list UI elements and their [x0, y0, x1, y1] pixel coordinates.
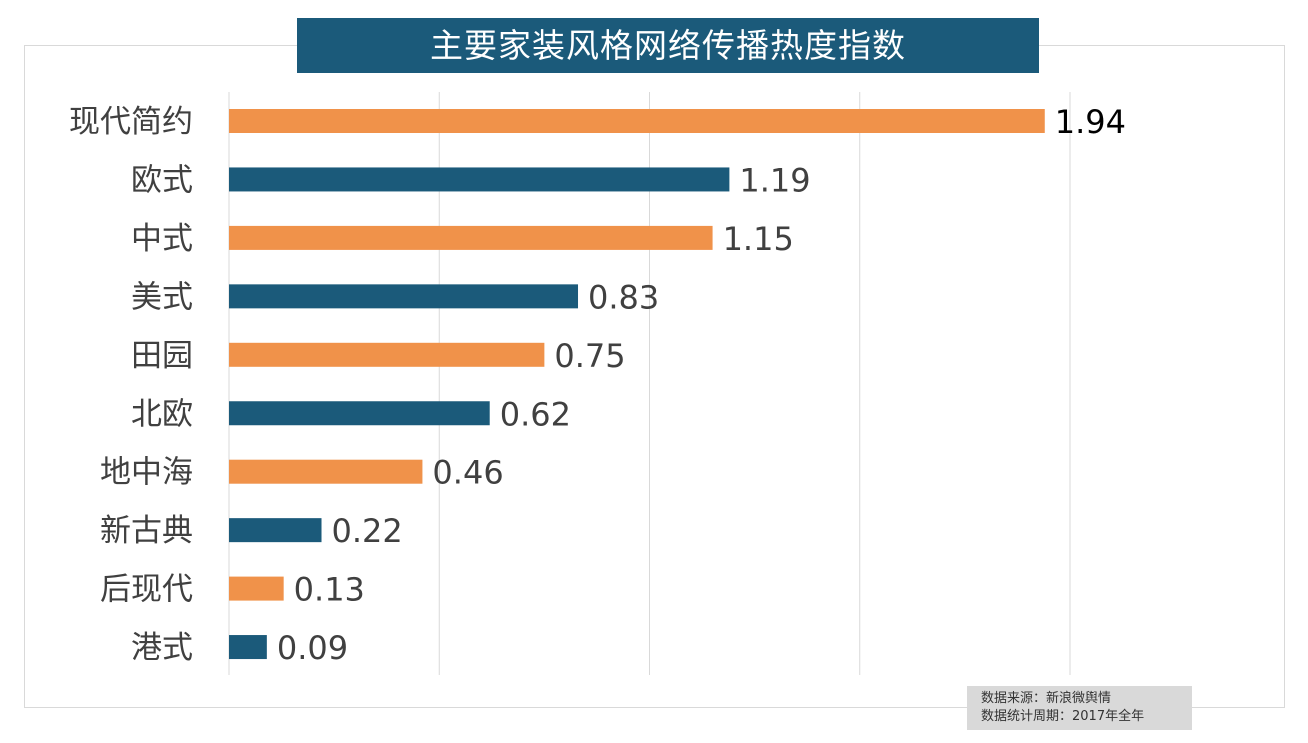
- value-label: 1.94: [1055, 103, 1126, 141]
- category-label: 中式: [131, 221, 193, 257]
- bar: [229, 225, 713, 250]
- bar: [229, 635, 267, 660]
- source-note: 数据来源：新浪微舆情 数据统计周期：2017年全年: [967, 686, 1192, 730]
- bar: [229, 342, 545, 367]
- category-label: 北欧: [131, 396, 193, 432]
- value-label: 0.13: [294, 571, 365, 609]
- value-label: 1.15: [723, 220, 794, 258]
- value-label: 1.19: [739, 161, 810, 199]
- category-label: 新古典: [100, 513, 193, 549]
- bar: [229, 518, 322, 543]
- chart-title: 主要家装风格网络传播热度指数: [297, 18, 1039, 73]
- category-label: 港式: [131, 630, 193, 666]
- value-label: 0.83: [588, 278, 659, 316]
- bar: [229, 401, 490, 426]
- bar: [229, 459, 423, 484]
- category-label: 欧式: [131, 162, 193, 198]
- category-label: 田园: [131, 338, 193, 374]
- category-label: 后现代: [100, 572, 193, 608]
- value-label: 0.75: [554, 337, 625, 375]
- period-text: 数据统计周期：2017年全年: [981, 709, 1145, 724]
- value-label: 0.62: [500, 395, 571, 433]
- category-label: 地中海: [100, 455, 193, 491]
- bar: [229, 167, 730, 192]
- value-label: 0.09: [277, 629, 348, 667]
- value-label: 0.46: [432, 454, 503, 492]
- source-text: 数据来源：新浪微舆情: [981, 691, 1112, 706]
- value-label: 0.22: [332, 512, 403, 550]
- category-label: 美式: [131, 279, 193, 315]
- bar: [229, 576, 284, 601]
- bar: [229, 109, 1045, 133]
- category-label: 现代简约: [69, 104, 193, 140]
- bar: [229, 284, 579, 309]
